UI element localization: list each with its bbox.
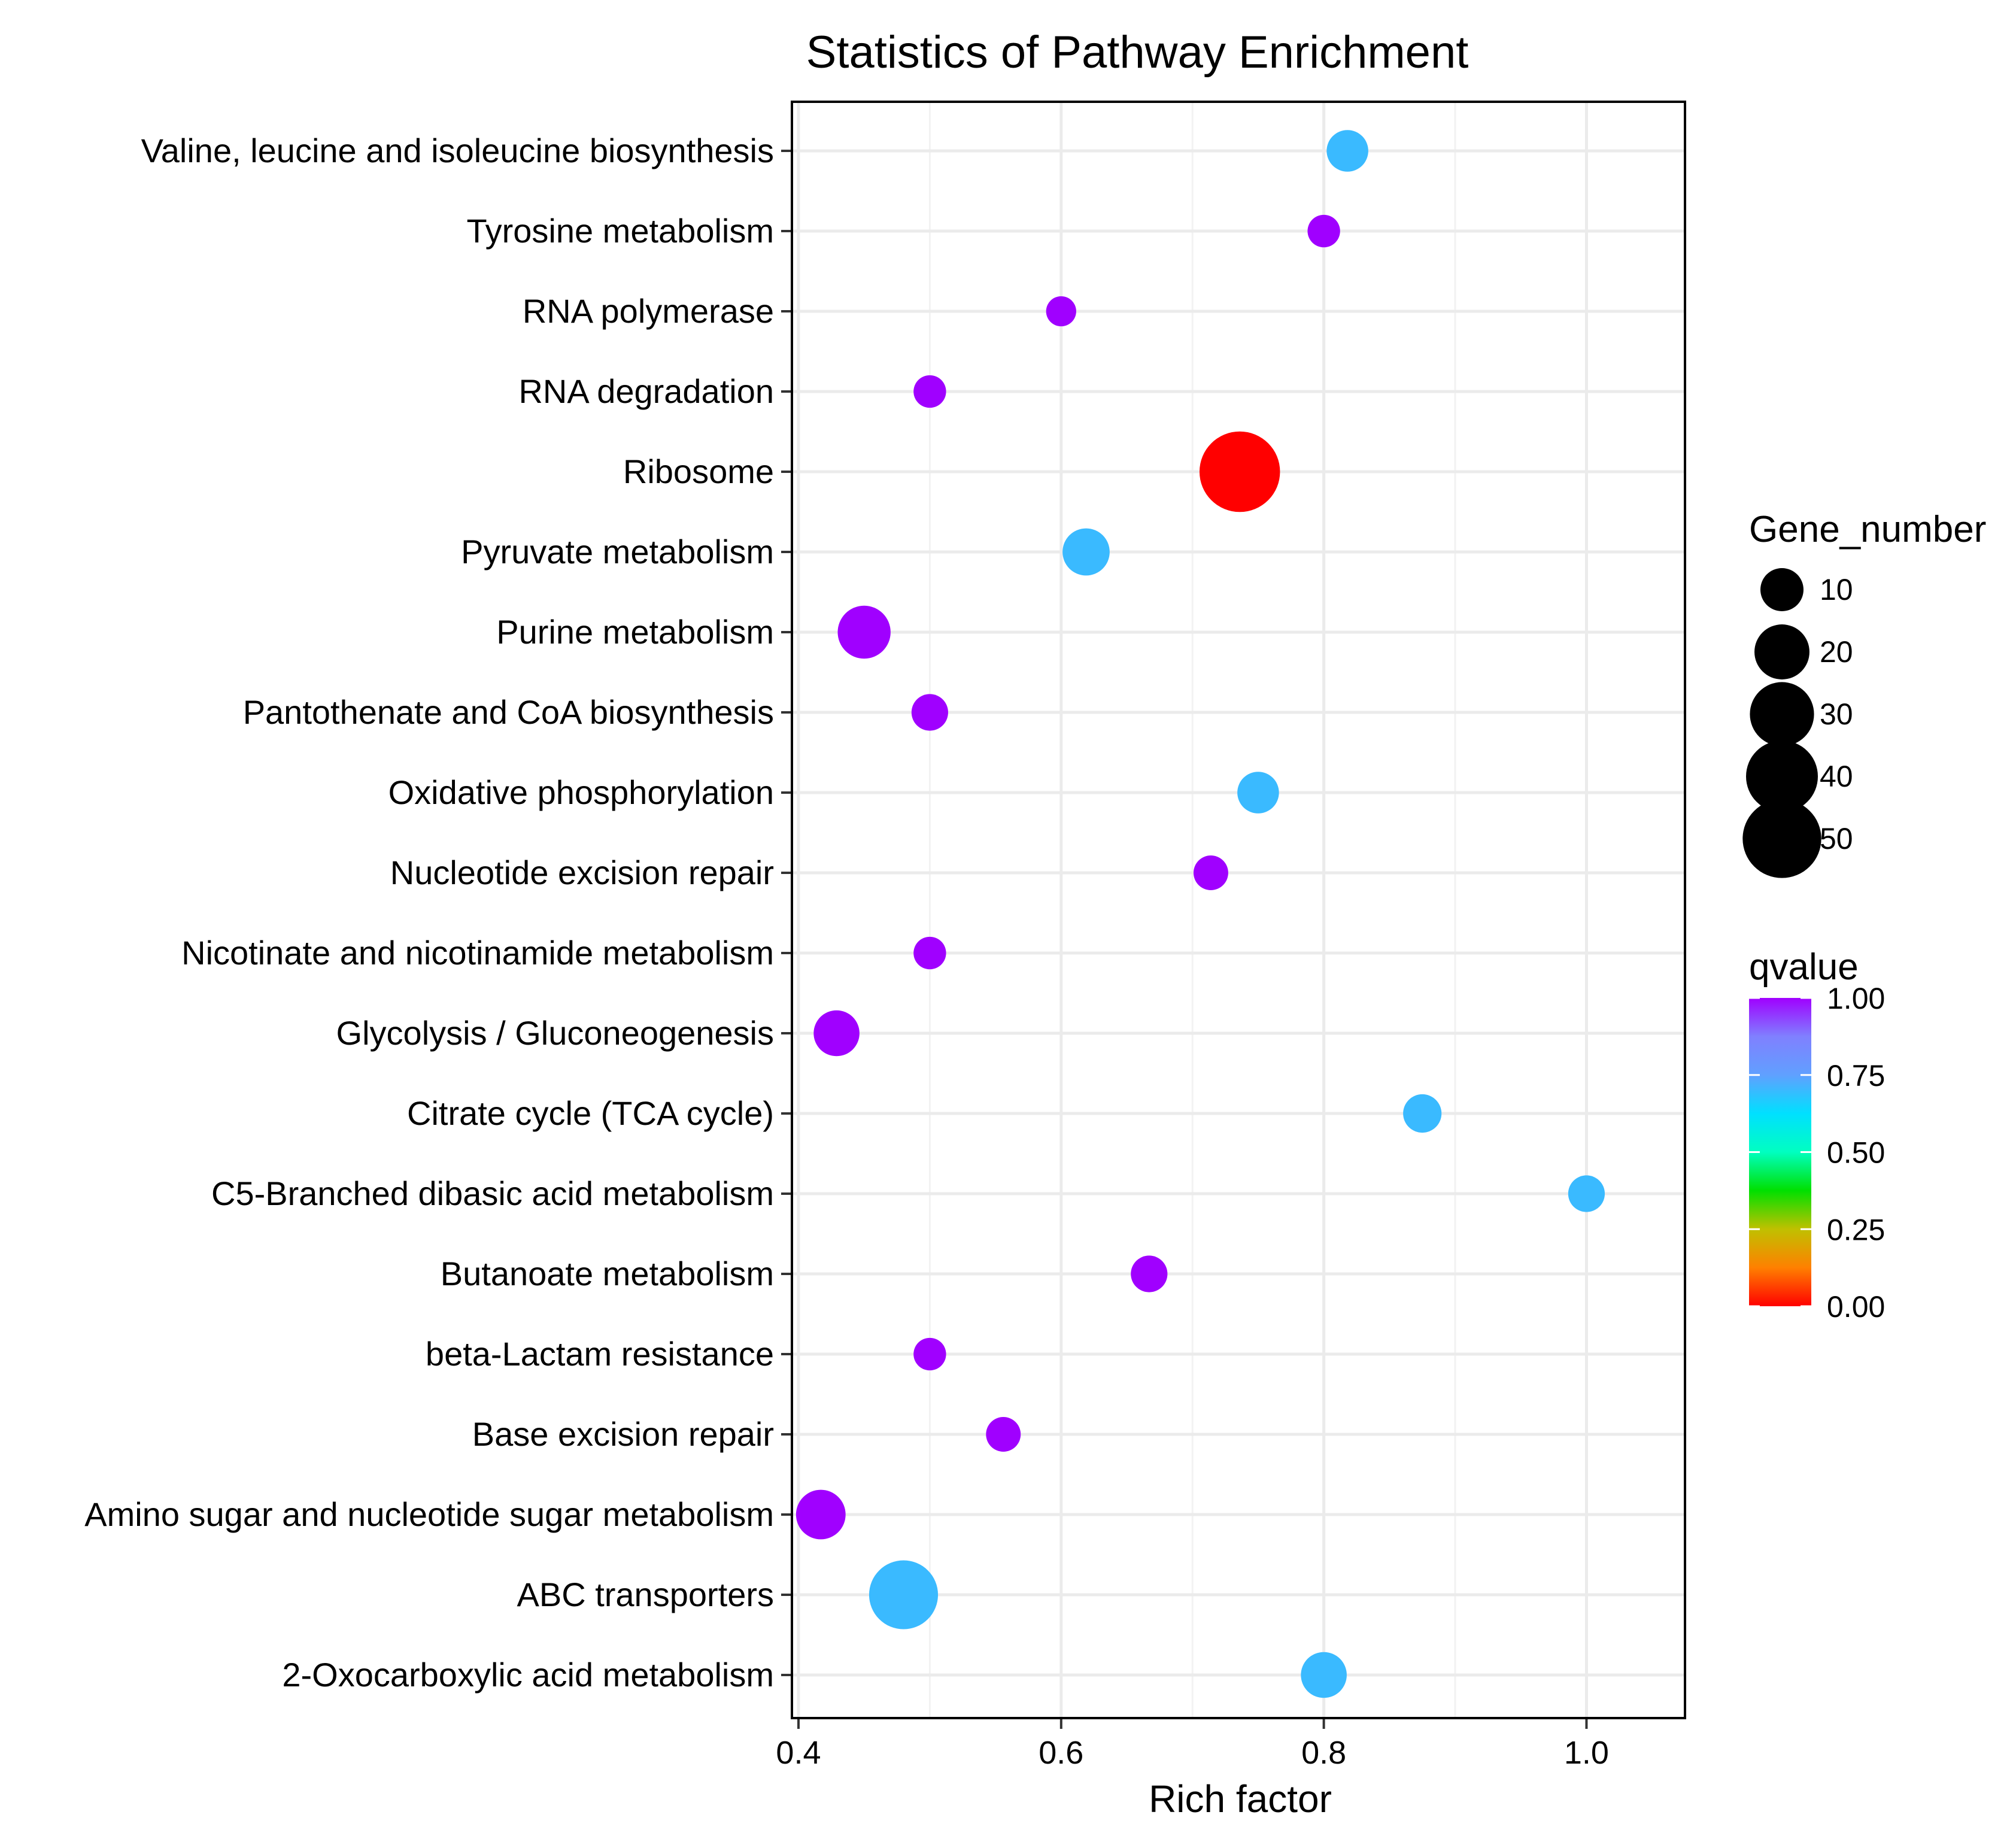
data-points — [796, 130, 1605, 1698]
category-label: Butanoate metabolism — [441, 1255, 774, 1292]
size-legend-key — [1760, 568, 1804, 612]
data-point — [837, 605, 891, 659]
x-tick-label: 0.4 — [776, 1735, 821, 1771]
category-label: RNA degradation — [518, 372, 774, 410]
size-legend-label: 30 — [1820, 697, 1853, 731]
data-point — [1046, 296, 1076, 327]
size-legend-label: 50 — [1820, 822, 1853, 855]
category-label: Tyrosine metabolism — [466, 212, 774, 250]
category-label: Base excision repair — [472, 1415, 774, 1453]
x-tick-label: 0.8 — [1301, 1735, 1346, 1771]
category-label: C5-Branched dibasic acid metabolism — [211, 1175, 774, 1212]
data-point — [913, 375, 946, 408]
data-point — [986, 1417, 1021, 1452]
data-point — [1193, 855, 1228, 890]
grid-lines — [792, 102, 1685, 1718]
category-label: Purine metabolism — [496, 613, 774, 651]
category-label: ABC transporters — [517, 1576, 775, 1613]
color-legend-title: qvalue — [1749, 946, 1859, 988]
size-legend-title: Gene_number — [1749, 509, 1986, 550]
data-point — [1307, 214, 1340, 248]
data-point — [796, 1489, 846, 1540]
category-label: Valine, leucine and isoleucine biosynthe… — [141, 132, 774, 169]
colorbar-label: 0.50 — [1827, 1136, 1885, 1170]
data-point — [913, 1337, 946, 1371]
size-legend-key — [1742, 799, 1821, 878]
data-point — [1199, 431, 1280, 512]
size-legend-key — [1754, 624, 1809, 679]
category-label: Amino sugar and nucleotide sugar metabol… — [84, 1495, 774, 1533]
data-point — [813, 1010, 860, 1057]
x-axis: 0.4 0.6 0.8 1.0 — [776, 1718, 1609, 1771]
category-label: Nucleotide excision repair — [390, 854, 774, 891]
data-point — [911, 694, 948, 731]
chart-title: Statistics of Pathway Enrichment — [806, 27, 1469, 78]
size-legend-key — [1750, 682, 1814, 747]
data-point — [1237, 772, 1279, 814]
category-label: 2-Oxocarboxylic acid metabolism — [282, 1656, 774, 1694]
category-labels: Valine, leucine and isoleucine biosynthe… — [84, 132, 792, 1694]
color-legend: qvalue 1.00 0.75 0.50 0.25 0.00 — [1749, 946, 1885, 1324]
colorbar-label: 1.00 — [1827, 982, 1885, 1015]
category-label: RNA polymerase — [523, 292, 774, 330]
x-tick-label: 1.0 — [1564, 1735, 1609, 1771]
data-point — [1568, 1175, 1605, 1212]
x-axis-title: Rich factor — [1149, 1777, 1332, 1820]
plot-panel-border — [791, 101, 1686, 1719]
size-legend-label: 40 — [1820, 760, 1853, 793]
category-label: Oxidative phosphorylation — [388, 773, 774, 811]
data-point — [1326, 130, 1368, 172]
size-legend: Gene_number 10 20 30 40 50 — [1742, 509, 1986, 878]
size-legend-label: 10 — [1820, 573, 1853, 606]
size-legend-key — [1745, 740, 1818, 813]
data-point — [869, 1560, 939, 1629]
data-point — [913, 936, 946, 970]
x-tick-label: 0.6 — [1039, 1735, 1083, 1771]
category-label: Ribosome — [623, 453, 774, 490]
data-point — [1131, 1255, 1168, 1292]
colorbar-label: 0.00 — [1827, 1290, 1885, 1324]
category-label: beta-Lactam resistance — [426, 1335, 774, 1373]
data-point — [1062, 528, 1110, 576]
colorbar-label: 0.75 — [1827, 1059, 1885, 1093]
data-point — [1403, 1094, 1442, 1133]
category-label: Glycolysis / Gluconeogenesis — [336, 1014, 774, 1052]
category-label: Nicotinate and nicotinamide metabolism — [181, 934, 774, 972]
category-label: Pyruvate metabolism — [461, 533, 774, 571]
colorbar-label: 0.25 — [1827, 1213, 1885, 1246]
category-label: Citrate cycle (TCA cycle) — [407, 1094, 774, 1132]
category-label: Pantothenate and CoA biosynthesis — [243, 693, 774, 731]
size-legend-label: 20 — [1820, 635, 1853, 669]
data-point — [1301, 1652, 1347, 1698]
